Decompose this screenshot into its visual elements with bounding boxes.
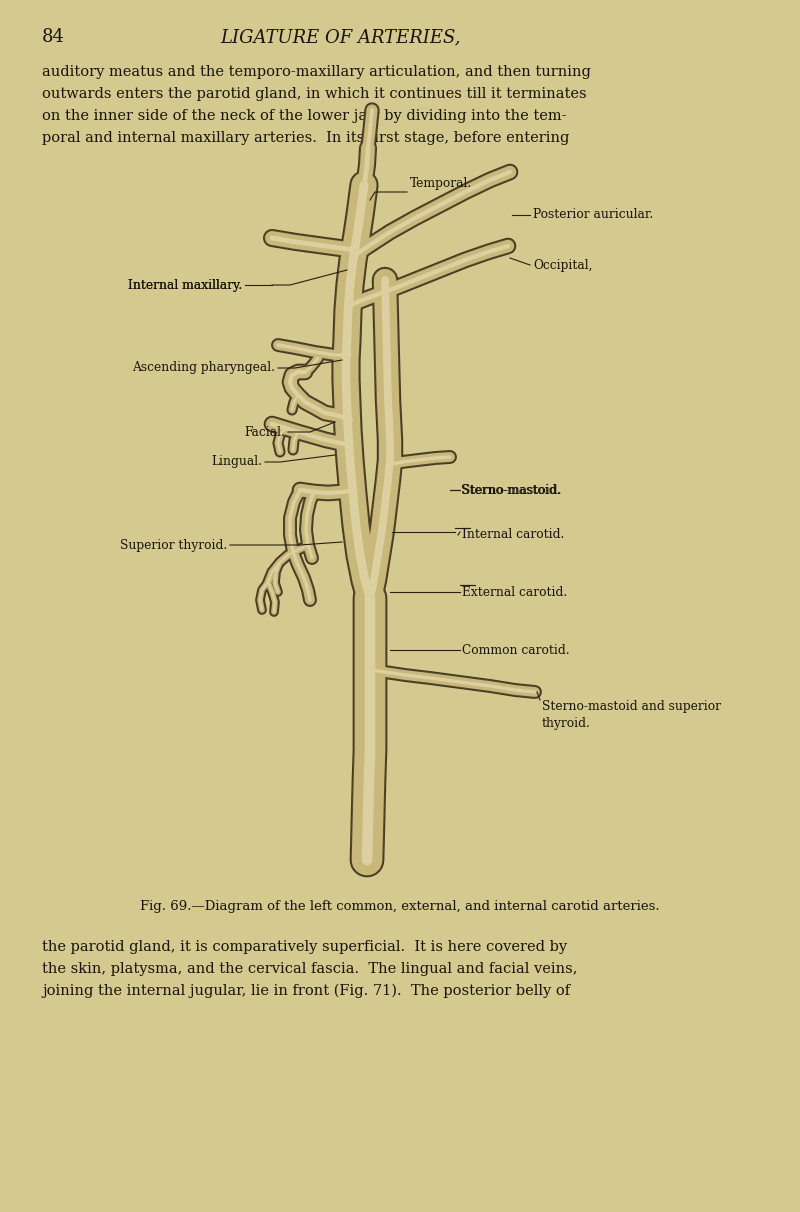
Text: Superior thyroid.: Superior thyroid. (120, 538, 227, 551)
Text: Facial.: Facial. (244, 425, 285, 439)
Text: Common carotid.: Common carotid. (462, 644, 570, 657)
Text: Internal maxillary.: Internal maxillary. (128, 279, 242, 292)
Text: auditory meatus and the temporo-maxillary articulation, and then turning: auditory meatus and the temporo-maxillar… (42, 65, 591, 79)
Text: LIGATURE OF ARTERIES,: LIGATURE OF ARTERIES, (220, 28, 461, 46)
Text: Sterno-mastoid.: Sterno-mastoid. (461, 484, 561, 497)
Text: Lingual.: Lingual. (211, 456, 262, 469)
Text: Internal carotid.: Internal carotid. (462, 528, 564, 542)
Text: Occipital,: Occipital, (533, 258, 593, 271)
Text: External carotid.: External carotid. (462, 585, 567, 599)
Text: joining the internal jugular, lie in front (Fig. 71).  The posterior belly of: joining the internal jugular, lie in fro… (42, 984, 570, 999)
Text: outwards enters the parotid gland, in which it continues till it terminates: outwards enters the parotid gland, in wh… (42, 87, 586, 101)
Text: Posterior auricular.: Posterior auricular. (533, 208, 654, 222)
Text: Sterno-mastoid and superior
thyroid.: Sterno-mastoid and superior thyroid. (542, 701, 721, 730)
Text: Fig. 69.—Diagram of the left common, external, and internal carotid arteries.: Fig. 69.—Diagram of the left common, ext… (140, 901, 660, 913)
Text: poral and internal maxillary arteries.  In its first stage, before entering: poral and internal maxillary arteries. I… (42, 131, 570, 145)
Text: the skin, platysma, and the cervical fascia.  The lingual and facial veins,: the skin, platysma, and the cervical fas… (42, 962, 578, 976)
Text: Ascending pharyngeal.: Ascending pharyngeal. (132, 361, 275, 375)
Text: the parotid gland, it is comparatively superficial.  It is here covered by: the parotid gland, it is comparatively s… (42, 941, 567, 954)
Text: Sterno-mastoid.: Sterno-mastoid. (462, 484, 562, 497)
Text: on the inner side of the neck of the lower jaw by dividing into the tem-: on the inner side of the neck of the low… (42, 109, 566, 122)
Text: Temporal.: Temporal. (410, 177, 472, 190)
Text: Internal maxillary.: Internal maxillary. (128, 279, 242, 292)
Text: 84: 84 (42, 28, 65, 46)
